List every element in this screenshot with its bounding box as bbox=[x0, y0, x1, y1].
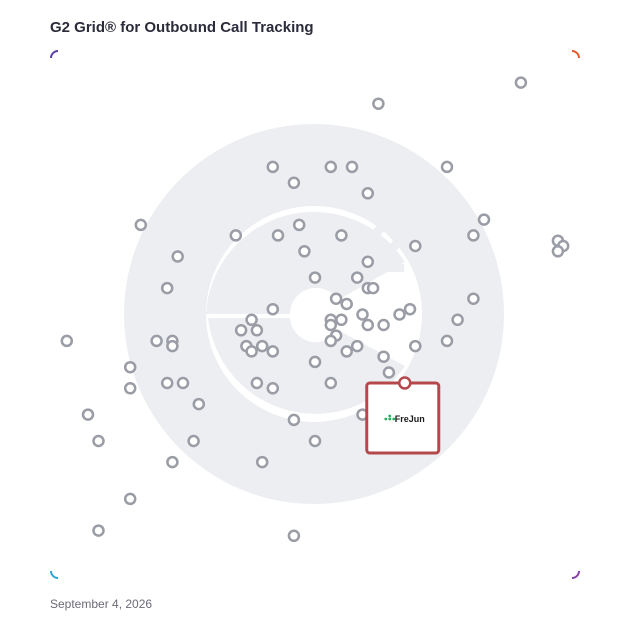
data-point[interactable] bbox=[308, 355, 322, 369]
data-point[interactable] bbox=[382, 366, 396, 379]
data-point[interactable] bbox=[123, 360, 137, 374]
data-point[interactable] bbox=[266, 160, 280, 174]
data-point[interactable] bbox=[287, 529, 301, 543]
data-point[interactable] bbox=[166, 455, 179, 469]
data-point[interactable] bbox=[345, 160, 359, 174]
data-point[interactable] bbox=[271, 229, 285, 242]
report-date: September 4, 2026 bbox=[50, 597, 153, 611]
data-point[interactable] bbox=[123, 382, 137, 395]
data-point[interactable] bbox=[123, 492, 137, 506]
data-point[interactable] bbox=[340, 345, 353, 358]
highlight-point[interactable] bbox=[398, 376, 412, 390]
data-point[interactable] bbox=[160, 376, 174, 390]
data-point[interactable] bbox=[551, 245, 565, 258]
data-point[interactable] bbox=[377, 318, 390, 332]
data-point[interactable] bbox=[361, 255, 375, 269]
data-point[interactable] bbox=[250, 324, 264, 337]
data-point[interactable] bbox=[335, 229, 348, 242]
data-point[interactable] bbox=[467, 292, 480, 305]
frejun-logo-icon bbox=[384, 414, 396, 421]
data-point[interactable] bbox=[92, 434, 105, 448]
chart-title: G2 Grid® for Outbound Call Tracking bbox=[50, 19, 314, 36]
data-point[interactable] bbox=[166, 339, 179, 353]
data-point[interactable] bbox=[366, 281, 380, 295]
data-point[interactable] bbox=[292, 218, 306, 232]
data-point[interactable] bbox=[324, 334, 338, 348]
svg-text:2: 2 bbox=[368, 209, 407, 287]
data-point[interactable] bbox=[250, 376, 264, 390]
data-point[interactable] bbox=[176, 376, 190, 390]
data-point[interactable] bbox=[393, 308, 406, 321]
data-point[interactable] bbox=[187, 434, 200, 448]
data-point[interactable] bbox=[361, 318, 375, 332]
data-point[interactable] bbox=[440, 160, 454, 174]
data-point[interactable] bbox=[229, 229, 243, 242]
data-point[interactable] bbox=[171, 250, 184, 263]
data-point[interactable] bbox=[245, 313, 258, 327]
highlight-label: FreJun bbox=[395, 414, 425, 424]
data-point[interactable] bbox=[234, 324, 248, 337]
data-point[interactable] bbox=[350, 339, 364, 353]
data-point[interactable] bbox=[287, 413, 301, 427]
data-point[interactable] bbox=[308, 434, 322, 448]
data-point[interactable] bbox=[329, 292, 343, 305]
data-point[interactable] bbox=[92, 524, 105, 537]
data-points bbox=[60, 76, 570, 543]
data-point[interactable] bbox=[160, 281, 174, 295]
data-point[interactable] bbox=[266, 382, 280, 395]
data-point[interactable] bbox=[372, 97, 385, 110]
data-point[interactable] bbox=[377, 350, 390, 363]
data-point[interactable] bbox=[409, 239, 422, 253]
data-point[interactable] bbox=[361, 187, 375, 200]
data-point[interactable] bbox=[514, 76, 528, 89]
data-point[interactable] bbox=[60, 334, 74, 348]
data-point[interactable] bbox=[287, 176, 301, 190]
data-point[interactable] bbox=[192, 397, 206, 411]
data-point[interactable] bbox=[409, 339, 422, 353]
data-point[interactable] bbox=[81, 408, 95, 421]
data-point[interactable] bbox=[324, 160, 338, 174]
data-point[interactable] bbox=[403, 302, 417, 316]
data-point[interactable] bbox=[308, 271, 322, 284]
data-point[interactable] bbox=[150, 334, 163, 348]
data-point[interactable] bbox=[350, 271, 364, 284]
data-point[interactable] bbox=[266, 302, 280, 316]
data-point[interactable] bbox=[324, 318, 338, 332]
data-point[interactable] bbox=[324, 376, 338, 390]
data-point[interactable] bbox=[245, 345, 258, 358]
data-point[interactable] bbox=[134, 218, 148, 232]
data-point[interactable] bbox=[255, 339, 269, 353]
highlighted-product[interactable]: FreJun bbox=[365, 376, 441, 455]
data-point[interactable] bbox=[340, 297, 353, 311]
data-point[interactable] bbox=[467, 229, 480, 242]
data-point[interactable] bbox=[266, 345, 280, 358]
data-point[interactable] bbox=[440, 334, 454, 348]
data-point[interactable] bbox=[451, 313, 464, 327]
data-point[interactable] bbox=[477, 213, 491, 226]
data-point[interactable] bbox=[298, 245, 311, 258]
data-point[interactable] bbox=[255, 455, 269, 469]
data-point[interactable] bbox=[356, 308, 369, 321]
data-point[interactable] bbox=[335, 313, 348, 327]
